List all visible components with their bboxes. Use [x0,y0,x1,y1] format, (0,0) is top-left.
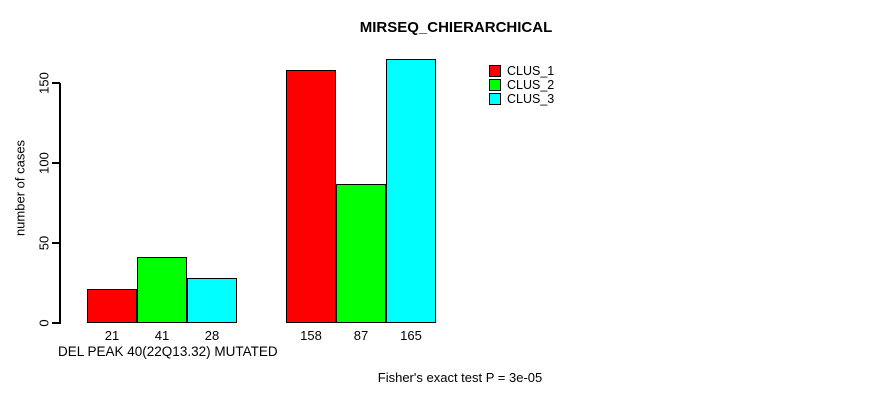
bar-value-label: 21 [104,328,120,343]
y-tick-mark [52,82,60,84]
bar-clus_3-group1 [187,278,237,323]
bar-value-label: 87 [353,328,369,343]
statistical-test-annotation: Fisher's exact test P = 3e-05 [377,370,543,385]
legend-row-clus_2: CLUS_2 [489,78,554,92]
legend-swatch-clus_2 [489,79,501,91]
y-tick-label: 50 [36,235,52,251]
y-tick-mark [52,242,60,244]
x-axis-label: DEL PEAK 40(22Q13.32) MUTATED [58,344,278,359]
bar-value-label: 165 [400,328,422,343]
legend-label: CLUS_2 [507,78,555,92]
y-tick-mark [52,162,60,164]
bar-value-label: 28 [204,328,220,343]
legend-label: CLUS_1 [507,64,555,78]
legend-row-clus_3: CLUS_3 [489,92,554,106]
legend-swatch-clus_1 [489,65,501,77]
legend-row-clus_1: CLUS_1 [489,64,554,78]
y-axis-line [59,83,61,324]
bar-value-label: 158 [300,328,322,343]
y-tick-label: 100 [36,152,52,174]
bar-clus_1-group2 [286,70,336,323]
chart-title: MIRSEQ_CHIERARCHICAL [359,19,553,36]
bar-value-label: 41 [154,328,170,343]
bar-clus_3-group2 [386,59,436,323]
bar-clus_1-group1 [87,289,137,323]
legend-label: CLUS_3 [507,92,555,106]
bar-clus_2-group2 [336,183,386,323]
bar-clus_2-group1 [137,257,187,323]
y-tick-label: 150 [36,72,52,94]
y-tick-mark [52,322,60,324]
legend: CLUS_1 CLUS_2 CLUS_3 [489,64,554,106]
y-axis-label: number of cases [12,139,28,237]
y-tick-label: 0 [36,319,52,327]
legend-swatch-clus_3 [489,93,501,105]
